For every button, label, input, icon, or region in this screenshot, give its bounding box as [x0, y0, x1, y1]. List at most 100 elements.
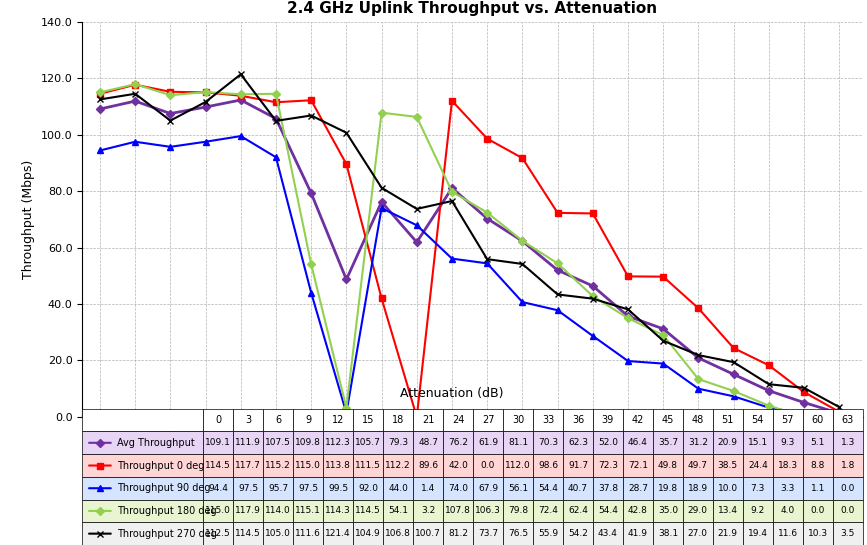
Bar	[563, 454, 593, 477]
Bar	[443, 409, 473, 432]
Bar	[413, 454, 443, 477]
Throughput 0 deg	[658, 274, 668, 280]
Throughput 0 deg	[588, 210, 598, 217]
Text: 104.9: 104.9	[355, 529, 381, 538]
Bar	[203, 477, 233, 500]
Throughput 180 deg	[271, 90, 281, 97]
Bar	[203, 454, 233, 477]
Throughput 0 deg	[552, 210, 563, 216]
Throughput 90 deg	[588, 332, 598, 339]
Text: Throughput 0 deg: Throughput 0 deg	[118, 461, 205, 470]
Throughput 90 deg	[518, 299, 528, 305]
Bar	[503, 477, 533, 500]
Throughput 270 deg	[376, 184, 387, 191]
Text: 42.0: 42.0	[448, 461, 468, 470]
Throughput 0 deg	[95, 90, 105, 97]
Avg Throughput	[130, 98, 140, 105]
Bar	[353, 500, 383, 522]
Throughput 180 deg	[588, 293, 598, 299]
Text: 31.2: 31.2	[688, 438, 707, 447]
Bar	[443, 522, 473, 545]
Text: 45: 45	[662, 415, 674, 425]
Bar	[623, 454, 653, 477]
Bar	[82, 432, 203, 454]
Bar	[533, 522, 563, 545]
Bar	[383, 409, 413, 432]
Bar	[503, 432, 533, 454]
Throughput 270 deg	[306, 112, 316, 119]
Bar	[203, 409, 233, 432]
Avg Throughput	[588, 283, 598, 289]
Text: 9: 9	[305, 415, 311, 425]
Throughput 270 deg	[694, 352, 704, 359]
Bar	[772, 454, 803, 477]
Text: 49.7: 49.7	[688, 461, 707, 470]
Avg Throughput	[236, 96, 246, 103]
Bar	[533, 432, 563, 454]
Bar	[803, 522, 832, 545]
Bar	[593, 500, 623, 522]
Text: 0: 0	[215, 415, 221, 425]
Text: 24.4: 24.4	[748, 461, 767, 470]
Text: Throughput 180 deg: Throughput 180 deg	[118, 506, 217, 516]
Bar	[473, 477, 503, 500]
Bar	[383, 477, 413, 500]
Bar	[323, 432, 353, 454]
Text: 79.8: 79.8	[508, 506, 528, 516]
Bar	[353, 432, 383, 454]
Throughput 180 deg	[658, 332, 668, 338]
Bar	[683, 409, 713, 432]
Bar	[563, 409, 593, 432]
Throughput 180 deg	[694, 376, 704, 383]
Text: 112.5: 112.5	[205, 529, 231, 538]
Throughput 180 deg	[236, 91, 246, 98]
Text: 114.5: 114.5	[236, 529, 261, 538]
Bar	[653, 500, 683, 522]
Text: 37.8: 37.8	[598, 484, 618, 493]
Throughput 270 deg	[588, 295, 598, 302]
Bar	[623, 500, 653, 522]
Bar	[293, 522, 323, 545]
Text: 98.6: 98.6	[538, 461, 558, 470]
Bar	[233, 522, 264, 545]
Text: 3: 3	[245, 415, 251, 425]
Throughput 90 deg	[694, 385, 704, 392]
Text: 109.8: 109.8	[296, 438, 321, 447]
Text: 95.7: 95.7	[268, 484, 289, 493]
Text: 112.2: 112.2	[385, 461, 411, 470]
Throughput 270 deg	[166, 117, 176, 124]
Bar	[832, 500, 863, 522]
Text: 115.2: 115.2	[265, 461, 291, 470]
Text: 35.0: 35.0	[658, 506, 678, 516]
Bar	[413, 432, 443, 454]
Text: 81.2: 81.2	[448, 529, 468, 538]
Bar	[832, 432, 863, 454]
Text: 114.5: 114.5	[205, 461, 231, 470]
Bar	[323, 454, 353, 477]
Throughput 0 deg	[200, 89, 211, 95]
Bar	[383, 522, 413, 545]
Bar	[413, 409, 443, 432]
Text: 111.9: 111.9	[235, 438, 261, 447]
Bar	[653, 522, 683, 545]
Text: Throughput 90 deg: Throughput 90 deg	[118, 483, 211, 493]
Bar	[772, 432, 803, 454]
Text: 1.8: 1.8	[840, 461, 855, 470]
Text: 72.3: 72.3	[598, 461, 618, 470]
Throughput 180 deg	[728, 387, 739, 394]
Bar	[473, 454, 503, 477]
Bar	[743, 454, 772, 477]
Text: 61.9: 61.9	[478, 438, 499, 447]
Throughput 270 deg	[236, 71, 246, 77]
Avg Throughput	[764, 387, 774, 394]
Text: 105.7: 105.7	[355, 438, 381, 447]
Throughput 0 deg	[447, 98, 457, 104]
Text: 24: 24	[452, 415, 464, 425]
Bar	[82, 500, 203, 522]
Avg Throughput	[200, 104, 211, 110]
Text: 0.0: 0.0	[811, 506, 825, 516]
Throughput 90 deg	[95, 147, 105, 154]
Throughput 0 deg	[623, 273, 633, 280]
Bar	[713, 454, 743, 477]
Bar	[713, 500, 743, 522]
